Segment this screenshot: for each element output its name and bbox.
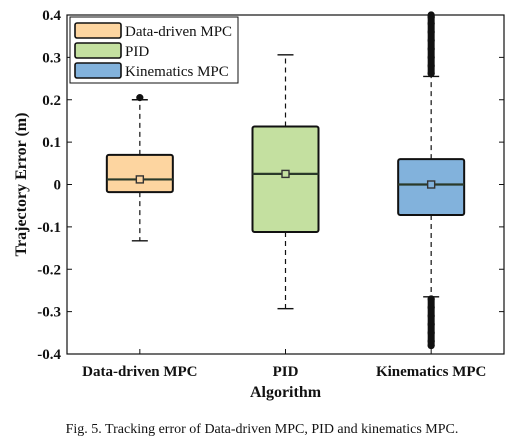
mean-marker xyxy=(426,180,436,189)
figure-caption: Fig. 5. Tracking error of Data-driven MP… xyxy=(65,422,459,437)
box-iqr xyxy=(251,125,320,233)
box-iqr xyxy=(105,153,174,194)
box-plot-chart: -0.4 -0.3 -0.2 -0.1 0 0.1 0.2 0.3 0.4 Data-driven… xyxy=(13,8,505,401)
y-tick-label: -0.3 xyxy=(37,305,61,321)
y-tick-label: 0.2 xyxy=(42,93,61,109)
y-tick-label: -0.4 xyxy=(37,347,61,363)
y-tick-label: 0.3 xyxy=(42,50,61,66)
y-tick-label: -0.1 xyxy=(37,220,61,236)
legend-label: PID xyxy=(125,44,149,60)
legend-swatch xyxy=(74,62,122,79)
x-tick-label: Data-driven MPC xyxy=(82,364,197,380)
y-axis-title: Trajectory Error (m) xyxy=(13,113,30,257)
plot-layer: -0.4 -0.3 -0.2 -0.1 0 0.1 0.2 0.3 0.4 Data-driven… xyxy=(13,8,505,401)
y-tick-label: 0.4 xyxy=(42,8,61,24)
legend-label: Data-driven MPC xyxy=(125,24,232,40)
x-axis-title: Algorithm xyxy=(250,384,322,401)
x-tick-label: PID xyxy=(273,364,299,380)
legend-swatch xyxy=(74,22,122,39)
legend-swatch xyxy=(74,42,122,59)
outlier-point xyxy=(136,94,144,102)
mean-marker xyxy=(281,169,290,179)
y-tick-label: 0 xyxy=(54,178,62,194)
legend-label: Kinematics MPC xyxy=(125,64,229,80)
y-tick-label: 0.1 xyxy=(42,135,61,151)
x-tick-label: Kinematics MPC xyxy=(376,364,486,380)
mean-marker xyxy=(135,175,145,184)
y-tick-label: -0.2 xyxy=(37,262,61,278)
